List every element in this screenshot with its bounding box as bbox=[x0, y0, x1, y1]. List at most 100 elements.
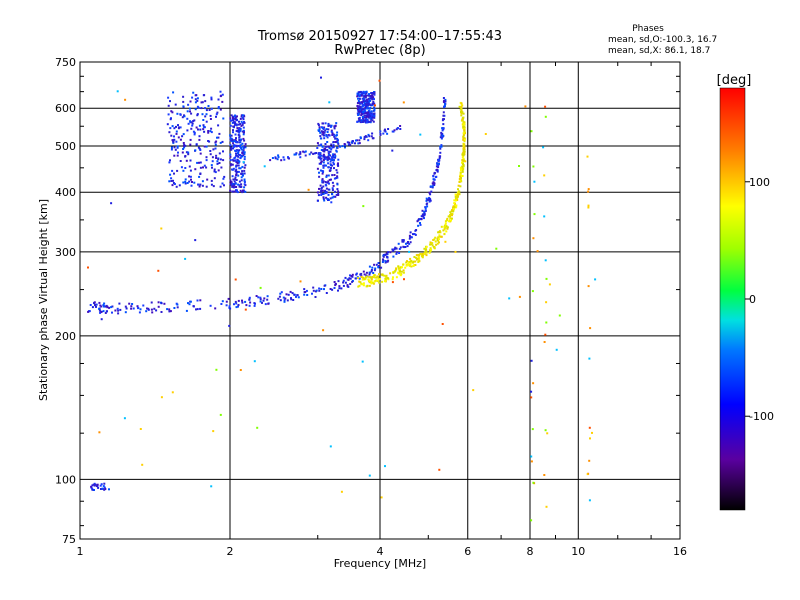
x-mode-point bbox=[461, 111, 464, 114]
o-mode-point bbox=[363, 136, 366, 139]
noise-point bbox=[212, 430, 215, 433]
o-mode-point bbox=[207, 105, 210, 107]
o-mode-point bbox=[240, 179, 243, 182]
o-mode-point bbox=[266, 295, 269, 298]
o-mode-point bbox=[96, 484, 99, 487]
x-mode-point bbox=[449, 214, 451, 216]
o-mode-point bbox=[199, 299, 202, 302]
x-mode-point bbox=[397, 265, 400, 268]
o-mode-point bbox=[170, 146, 173, 149]
x-mode-point bbox=[414, 264, 417, 266]
o-mode-point bbox=[173, 172, 175, 175]
noise-point bbox=[533, 213, 536, 216]
o-mode-point bbox=[344, 281, 347, 284]
o-mode-point bbox=[225, 304, 228, 307]
o-mode-point bbox=[215, 115, 217, 118]
o-mode-point bbox=[213, 170, 216, 173]
o-mode-point bbox=[222, 177, 225, 180]
x-mode-point bbox=[461, 104, 464, 107]
noise-point bbox=[139, 428, 142, 430]
o-mode-point bbox=[330, 159, 333, 161]
o-mode-point bbox=[187, 103, 190, 106]
o-mode-point bbox=[205, 109, 208, 112]
x-mode-point bbox=[369, 276, 372, 279]
o-mode-point bbox=[320, 161, 322, 164]
o-mode-point bbox=[355, 139, 357, 142]
o-mode-point bbox=[243, 169, 246, 172]
o-mode-point bbox=[237, 183, 240, 186]
o-mode-point bbox=[238, 139, 241, 141]
o-mode-point bbox=[179, 126, 182, 129]
o-mode-point bbox=[206, 178, 209, 181]
o-mode-point bbox=[331, 134, 334, 136]
o-mode-point bbox=[395, 252, 398, 255]
o-mode-point bbox=[177, 136, 180, 139]
o-mode-point bbox=[261, 301, 263, 304]
o-mode-point bbox=[231, 115, 234, 118]
o-mode-point bbox=[362, 120, 365, 123]
o-mode-point bbox=[372, 272, 375, 274]
o-mode-point bbox=[283, 299, 286, 302]
o-mode-point bbox=[346, 284, 349, 287]
o-mode-point bbox=[229, 159, 232, 162]
o-mode-point bbox=[325, 175, 328, 178]
o-mode-point bbox=[189, 175, 192, 178]
o-mode-point bbox=[234, 178, 237, 181]
o-mode-point bbox=[227, 297, 230, 300]
o-mode-point bbox=[237, 305, 239, 308]
o-mode-point bbox=[139, 308, 142, 311]
o-mode-point bbox=[285, 293, 288, 296]
x-mode-point bbox=[463, 132, 466, 134]
o-mode-point bbox=[136, 305, 139, 308]
x-mode-point bbox=[442, 229, 445, 232]
noise-point bbox=[545, 301, 548, 304]
o-mode-point bbox=[236, 158, 239, 161]
o-mode-point bbox=[181, 135, 184, 138]
o-mode-point bbox=[369, 120, 372, 123]
o-mode-point bbox=[336, 183, 339, 186]
o-mode-point bbox=[359, 107, 362, 109]
o-mode-point bbox=[229, 183, 232, 185]
o-mode-point bbox=[240, 115, 243, 118]
o-mode-point bbox=[241, 151, 244, 154]
o-mode-point bbox=[318, 128, 321, 130]
o-mode-point bbox=[330, 124, 333, 127]
o-mode-point bbox=[237, 133, 240, 136]
o-mode-point bbox=[259, 300, 262, 303]
o-mode-point bbox=[424, 209, 427, 212]
o-mode-point bbox=[318, 287, 321, 290]
o-mode-point bbox=[241, 155, 244, 158]
o-mode-point bbox=[232, 117, 234, 119]
o-mode-point bbox=[217, 107, 220, 110]
o-mode-point bbox=[171, 111, 174, 114]
o-mode-point bbox=[295, 152, 298, 155]
o-mode-point bbox=[417, 224, 420, 227]
o-mode-point bbox=[238, 120, 240, 123]
o-mode-point bbox=[234, 300, 237, 303]
o-mode-point bbox=[106, 310, 108, 313]
o-mode-point bbox=[321, 178, 324, 181]
o-mode-point bbox=[211, 160, 214, 163]
o-mode-point bbox=[199, 173, 202, 175]
o-mode-point bbox=[216, 162, 219, 165]
o-mode-point bbox=[248, 298, 251, 301]
o-mode-point bbox=[439, 151, 442, 154]
o-mode-point bbox=[219, 158, 222, 161]
o-mode-point bbox=[329, 125, 332, 128]
o-mode-point bbox=[442, 97, 445, 99]
o-mode-point bbox=[428, 191, 431, 194]
o-mode-point bbox=[370, 113, 373, 116]
o-mode-point bbox=[337, 194, 340, 196]
o-mode-point bbox=[192, 130, 195, 133]
o-mode-point bbox=[328, 124, 331, 127]
o-mode-point bbox=[97, 486, 100, 489]
o-mode-point bbox=[237, 160, 240, 162]
x-mode-point bbox=[362, 282, 365, 285]
o-mode-point bbox=[362, 91, 365, 94]
o-mode-point bbox=[330, 201, 333, 204]
noise-point bbox=[530, 130, 533, 133]
o-mode-point bbox=[425, 197, 428, 200]
o-mode-point bbox=[203, 145, 206, 148]
o-mode-point bbox=[192, 305, 195, 308]
o-mode-point bbox=[444, 102, 446, 105]
